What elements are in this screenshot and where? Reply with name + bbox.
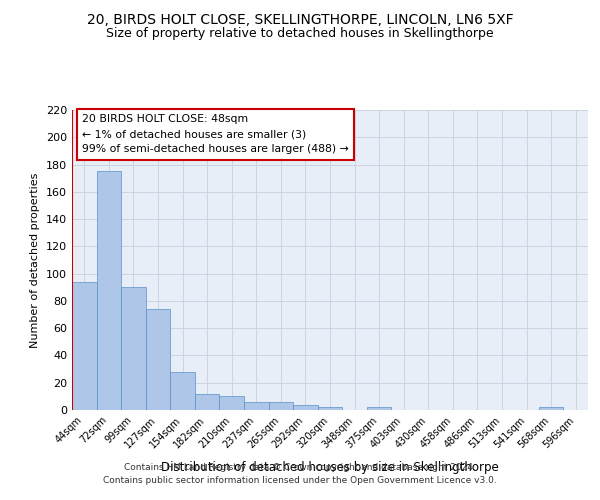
Bar	[195, 394, 220, 410]
Bar	[293, 404, 318, 410]
Y-axis label: Number of detached properties: Number of detached properties	[31, 172, 40, 348]
Bar	[146, 309, 170, 410]
Bar	[97, 172, 121, 410]
Text: Contains HM Land Registry data © Crown copyright and database right 2024.: Contains HM Land Registry data © Crown c…	[124, 464, 476, 472]
Bar	[170, 372, 195, 410]
Bar	[121, 288, 146, 410]
Text: 20, BIRDS HOLT CLOSE, SKELLINGTHORPE, LINCOLN, LN6 5XF: 20, BIRDS HOLT CLOSE, SKELLINGTHORPE, LI…	[86, 12, 514, 26]
Bar	[318, 408, 342, 410]
Bar	[367, 408, 391, 410]
X-axis label: Distribution of detached houses by size in Skellingthorpe: Distribution of detached houses by size …	[161, 461, 499, 474]
Bar	[244, 402, 269, 410]
Text: 20 BIRDS HOLT CLOSE: 48sqm
← 1% of detached houses are smaller (3)
99% of semi-d: 20 BIRDS HOLT CLOSE: 48sqm ← 1% of detac…	[82, 114, 349, 154]
Text: Contains public sector information licensed under the Open Government Licence v3: Contains public sector information licen…	[103, 476, 497, 485]
Bar	[72, 282, 97, 410]
Bar	[539, 408, 563, 410]
Bar	[220, 396, 244, 410]
Text: Size of property relative to detached houses in Skellingthorpe: Size of property relative to detached ho…	[106, 28, 494, 40]
Bar	[269, 402, 293, 410]
